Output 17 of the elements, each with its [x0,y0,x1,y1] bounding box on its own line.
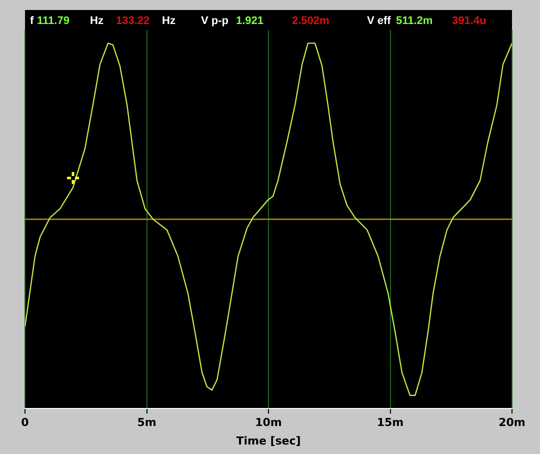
x-axis-title: Time [sec] [236,434,301,448]
x-tick-label: 20m [498,416,526,430]
text: 511.2m [396,15,433,27]
text: 133.22 [116,15,150,27]
text: 111.79 [37,15,70,27]
x-tick-label: 10m [255,416,282,430]
text: V eff [367,15,391,27]
text: V p-p [201,15,228,27]
text: Hz [162,15,176,27]
text: 1.921 [236,15,264,27]
text: Hz [90,15,104,27]
x-tick-label: 15m [376,416,404,430]
x-tick-label: 0 [21,416,30,430]
text: 391.4u [452,15,486,27]
text: 2.502m [292,15,330,27]
text: f [30,15,34,27]
x-tick-label: 5m [137,416,156,430]
